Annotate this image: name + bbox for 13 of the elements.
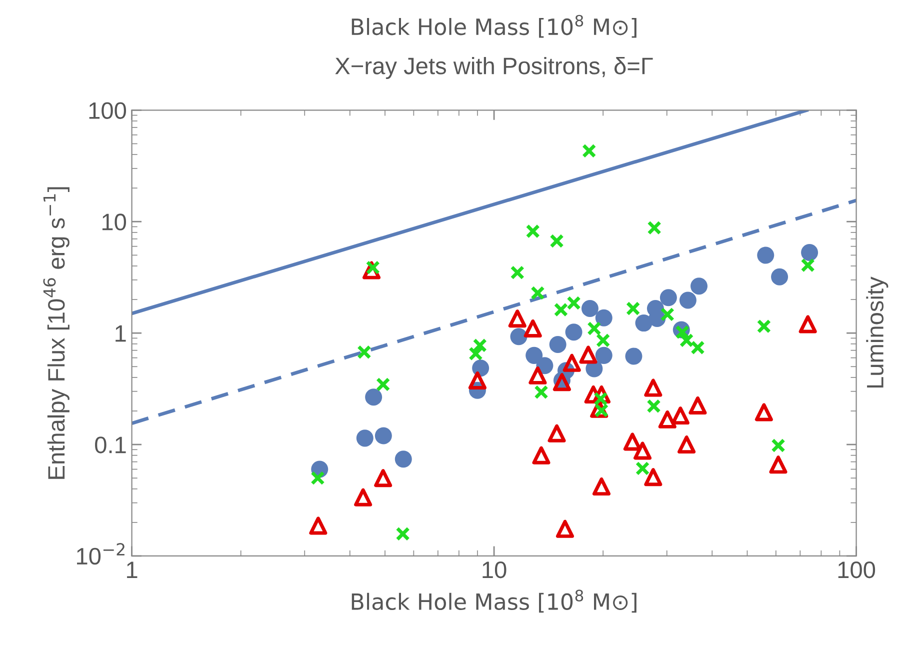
y-tick-label: 1 bbox=[116, 325, 126, 342]
y-tick-label: 10 bbox=[102, 214, 126, 230]
y-axis-title: Enthalpy Flux [10$^{46}$ erg s$^{−1}$] bbox=[43, 187, 70, 479]
x-axis-title: Black Hole Mass [10$^{8}$ M⊙] bbox=[352, 590, 636, 613]
chart-title: X−ray Jets with Positrons, δ=Γ bbox=[335, 56, 653, 80]
y-tick-label: 100 bbox=[89, 102, 126, 119]
y2-axis-title: Luminosity bbox=[866, 276, 888, 388]
x-tick-label: 10 bbox=[482, 561, 506, 578]
y-tick-label: 10$^{−2}$ bbox=[77, 543, 124, 565]
x2-axis-title: Black Hole Mass [10$^{8}$ M⊙] bbox=[352, 14, 636, 38]
y-tick-label: 0.1 bbox=[95, 436, 126, 454]
x-tick-label: 1 bbox=[127, 562, 138, 578]
x-tick-label: 100 bbox=[838, 561, 876, 578]
